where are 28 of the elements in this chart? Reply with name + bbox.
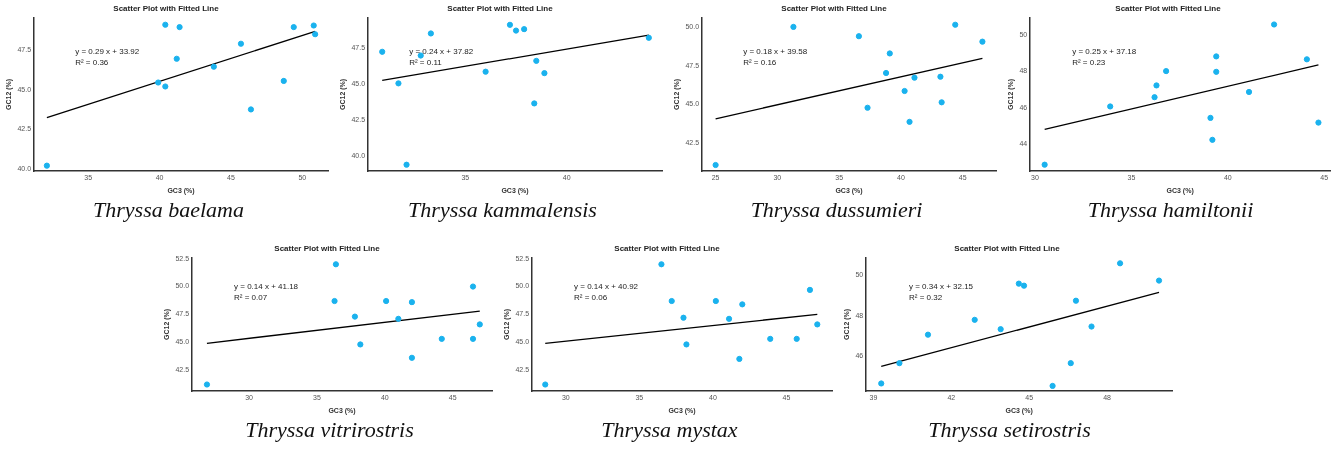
annotation: y = 0.18 x + 39.58	[742, 46, 808, 56]
text: Thryssa setirostris	[928, 416, 1091, 444]
annotation: R² = 0.11	[408, 57, 442, 67]
annotation: R² = 0.32	[908, 293, 943, 303]
annotation: y = 0.34 x + 32.15	[908, 282, 974, 292]
text: Thryssa hamiltonii	[1087, 196, 1254, 224]
annotation: y = 0.14 x + 41.18	[233, 282, 299, 292]
annotation: y = 0.14 x + 40.92	[573, 282, 639, 292]
chart-title: Scatter Plot with Fitted Line	[112, 4, 219, 13]
text: Thryssa kammalensis	[408, 196, 597, 224]
text: Thryssa dussumieri	[750, 196, 923, 224]
annotation: y = 0.29 x + 33.92	[74, 46, 140, 56]
chart-title: Scatter Plot with Fitted Line	[446, 4, 553, 13]
annotation: R² = 0.16	[742, 57, 777, 67]
chart-title: Scatter Plot with Fitted Line	[780, 4, 887, 13]
chart-title: Scatter Plot with Fitted Line	[1114, 4, 1221, 13]
chart-title: Scatter Plot with Fitted Line	[953, 244, 1060, 253]
annotation: y = 0.24 x + 37.82	[408, 46, 474, 56]
annotation: R² = 0.07	[233, 293, 268, 303]
chart-title: Scatter Plot with Fitted Line	[273, 244, 380, 253]
annotation: R² = 0.06	[573, 293, 608, 303]
annotation: R² = 0.36	[74, 57, 109, 67]
text: Thryssa vitrirostris	[245, 416, 414, 444]
chart-title: Scatter Plot with Fitted Line	[613, 244, 720, 253]
text: Thryssa mystax	[601, 416, 738, 444]
annotation: y = 0.25 x + 37.18	[1071, 46, 1137, 56]
text: Thryssa baelama	[93, 196, 244, 224]
annotation: R² = 0.23	[1071, 57, 1106, 67]
